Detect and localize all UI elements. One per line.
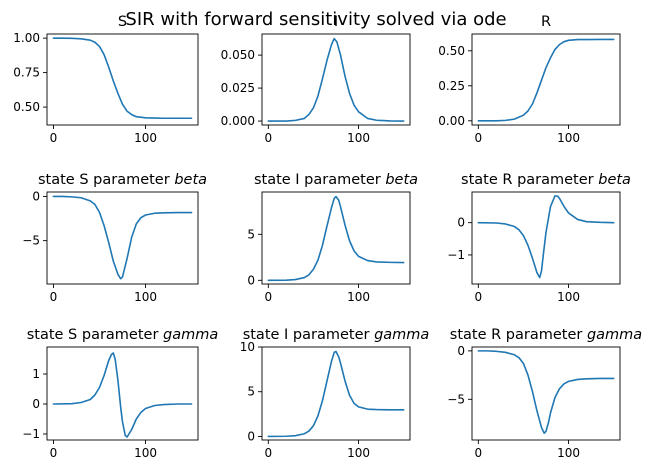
subplot-title-prefix: state S parameter bbox=[38, 172, 174, 188]
x-tick-label: 100 bbox=[134, 131, 157, 145]
x-tick-label: 0 bbox=[474, 446, 482, 460]
subplot-title-param: beta bbox=[174, 172, 207, 188]
series-line bbox=[267, 37, 405, 122]
y-tick-label: 5 bbox=[247, 385, 255, 399]
x-tick-label: 0 bbox=[264, 131, 272, 145]
series-line bbox=[477, 195, 615, 279]
axes-frame bbox=[471, 191, 621, 285]
x-tick-label: 100 bbox=[557, 131, 580, 145]
subplot-title: state R parameter beta bbox=[461, 172, 631, 188]
subplot-1-3: R 0 100 0.00 0.25 0.50 bbox=[438, 14, 621, 145]
y-tick-label: 0.000 bbox=[221, 114, 255, 128]
series-line bbox=[267, 350, 405, 438]
subplot-title-prefix: state I parameter bbox=[243, 327, 374, 343]
axes-frame bbox=[261, 191, 411, 285]
x-tick-label: 0 bbox=[50, 446, 58, 460]
subplot-3-1: state S parameter gamma 0 100 −1 0 1 bbox=[22, 327, 218, 460]
series-line bbox=[267, 195, 405, 282]
y-tick-label: −1 bbox=[447, 248, 465, 262]
axes-frame bbox=[46, 346, 199, 441]
subplot-title: state R parameter gamma bbox=[450, 327, 642, 343]
axes-frame bbox=[261, 33, 411, 126]
series-line bbox=[52, 37, 193, 120]
y-tick-label: 0 bbox=[247, 273, 255, 287]
y-tick-label: −5 bbox=[447, 392, 465, 406]
axes-frame bbox=[46, 33, 199, 126]
subplot-title-prefix: state S parameter bbox=[27, 327, 163, 343]
x-tick-label: 100 bbox=[134, 446, 157, 460]
x-tick-label: 0 bbox=[474, 131, 482, 145]
subplot-1-1: S 0 100 0.50 0.75 1.00 bbox=[13, 14, 199, 145]
y-tick-label: 0 bbox=[247, 429, 255, 443]
subplot-title: state S parameter beta bbox=[38, 172, 207, 188]
y-tick-label: 1 bbox=[32, 367, 40, 381]
y-tick-label: 0.00 bbox=[438, 114, 465, 128]
y-tick-label: 1.00 bbox=[13, 31, 40, 45]
x-tick-label: 0 bbox=[50, 290, 58, 304]
subplot-2-3: state R parameter beta 0 100 −1 0 bbox=[447, 172, 631, 304]
subplot-title: state S parameter gamma bbox=[27, 327, 219, 343]
y-tick-label: 10 bbox=[240, 340, 255, 354]
series-line bbox=[52, 195, 193, 280]
subplot-title-prefix: state R parameter bbox=[450, 327, 587, 343]
subplot-3-2: state I parameter gamma 0 100 0 5 10 bbox=[240, 327, 430, 460]
subplot-title-param: beta bbox=[385, 172, 418, 188]
subplot-title-param: gamma bbox=[587, 327, 642, 343]
subplot-title: state I parameter beta bbox=[254, 172, 418, 188]
subplot-1-2: I 0 100 0.000 0.025 0.050 bbox=[221, 14, 411, 145]
subplot-title-param: beta bbox=[598, 172, 631, 188]
series-line bbox=[477, 38, 615, 122]
x-tick-label: 0 bbox=[264, 290, 272, 304]
subplot-title: R bbox=[541, 14, 551, 30]
y-tick-label: 0.25 bbox=[438, 79, 465, 93]
axes-frame bbox=[471, 346, 621, 441]
x-tick-label: 0 bbox=[474, 290, 482, 304]
subplot-title: S bbox=[118, 14, 127, 30]
axes-frame bbox=[261, 346, 411, 441]
y-tick-label: 0 bbox=[32, 397, 40, 411]
figure-suptitle: SIR with forward sensitivity solved via … bbox=[125, 9, 506, 30]
y-tick-label: 0 bbox=[457, 344, 465, 358]
subplot-2-2: state I parameter beta 0 100 0 5 bbox=[247, 172, 418, 304]
axes-frame bbox=[471, 33, 621, 126]
y-tick-label: −1 bbox=[22, 427, 40, 441]
x-tick-label: 0 bbox=[50, 131, 58, 145]
axes-frame bbox=[46, 191, 199, 285]
x-tick-label: 100 bbox=[347, 131, 370, 145]
y-tick-label: 0.050 bbox=[221, 48, 255, 62]
x-tick-label: 0 bbox=[264, 446, 272, 460]
x-tick-label: 100 bbox=[557, 290, 580, 304]
y-tick-label: −5 bbox=[22, 234, 40, 248]
x-tick-label: 100 bbox=[347, 290, 370, 304]
y-tick-label: 0.50 bbox=[13, 100, 40, 114]
y-tick-label: 0 bbox=[32, 189, 40, 203]
x-tick-label: 100 bbox=[134, 290, 157, 304]
y-tick-label: 5 bbox=[247, 227, 255, 241]
subplot-title-param: gamma bbox=[374, 327, 429, 343]
y-tick-label: 0.025 bbox=[221, 81, 255, 95]
x-tick-label: 100 bbox=[557, 446, 580, 460]
subplot-title: I bbox=[334, 14, 338, 30]
y-tick-label: 0 bbox=[457, 216, 465, 230]
x-tick-label: 100 bbox=[347, 446, 370, 460]
subplot-title: state I parameter gamma bbox=[243, 327, 430, 343]
series-line bbox=[52, 352, 193, 438]
y-tick-label: 0.50 bbox=[438, 44, 465, 58]
series-line bbox=[477, 350, 615, 435]
subplot-title-prefix: state R parameter bbox=[461, 172, 598, 188]
y-tick-label: 0.75 bbox=[13, 66, 40, 80]
subplot-title-prefix: state I parameter bbox=[254, 172, 385, 188]
subplot-title-param: gamma bbox=[163, 327, 218, 343]
